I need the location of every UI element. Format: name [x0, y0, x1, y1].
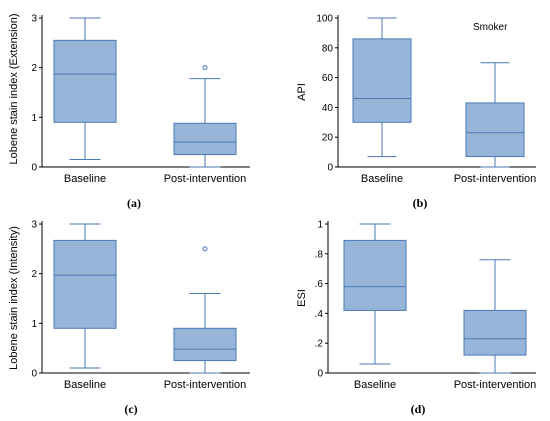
- panel-a-box: [53, 39, 117, 123]
- panel-a-category-label: Post-intervention: [164, 173, 247, 185]
- panel-d-box: [343, 239, 407, 311]
- panel-b-ytick-label: 40: [322, 103, 334, 114]
- panel-b-box: [352, 38, 412, 123]
- panel-a-label: (a): [127, 196, 141, 210]
- panel-a-ytick-label: 0: [31, 163, 37, 174]
- panel-d-ytick-label: 0: [317, 369, 323, 380]
- panel-a-ytick-label: 3: [31, 14, 37, 25]
- panel-b: 0 20 40 60 80 100 Baseline Post-intervention AP…: [296, 14, 536, 211]
- panel-d-ytick-label: .4: [315, 309, 324, 320]
- panel-b-category-label: Post-intervention: [454, 173, 537, 185]
- panel-c-category-label: Baseline: [64, 379, 106, 391]
- panel-c-box: [173, 327, 237, 362]
- panel-c-ylabel: Lobene stain index (Intensity): [8, 226, 20, 370]
- panel-d-ytick-label: .8: [315, 249, 324, 260]
- panel-b-label: (b): [413, 196, 428, 210]
- panel-c-outlier: [202, 246, 208, 252]
- panel-c-label: (c): [124, 402, 137, 416]
- panel-d-label: (d): [411, 402, 426, 416]
- panel-a: 0 1 2 3 Baseline Post-intervention Lobene sta…: [8, 13, 250, 210]
- panel-b-box: [465, 102, 525, 158]
- panel-a-ylabel: Lobene stain index (Extension): [8, 13, 20, 164]
- panel-b-annotation: Smoker: [473, 22, 508, 33]
- panel-a-category-label: Baseline: [64, 173, 106, 185]
- panel-c-ytick-label: 1: [31, 319, 37, 330]
- panel-b-ytick-label: 80: [322, 43, 334, 54]
- panel-c-ytick-label: 3: [31, 220, 37, 231]
- panel-b-category-label: Baseline: [361, 173, 403, 185]
- panel-d-ytick-label: .6: [315, 279, 324, 290]
- panel-b-ytick-label: 100: [316, 14, 333, 25]
- panel-a-outlier: [202, 65, 208, 71]
- panel-b-ytick-label: 0: [327, 163, 333, 174]
- panel-c-ytick-label: 0: [31, 369, 37, 380]
- panel-b-ylabel: API: [296, 83, 308, 101]
- panel-b-ytick-label: 60: [322, 73, 334, 84]
- panel-a-box: [173, 122, 237, 156]
- panel-d-box: [463, 309, 527, 356]
- panel-c-box: [53, 239, 117, 329]
- panel-c-ytick-label: 2: [31, 269, 37, 280]
- panel-d-category-label: Baseline: [354, 379, 396, 391]
- panel-a-ytick-label: 2: [31, 63, 37, 74]
- panel-b-ytick-label: 20: [322, 133, 334, 144]
- panel-c: 0 1 2 3 Baseline Post-intervention Lobene sta…: [8, 220, 250, 416]
- panel-d-category-label: Post-intervention: [454, 379, 537, 391]
- panel-d-ytick-label: 1: [317, 220, 323, 231]
- panel-c-category-label: Post-intervention: [164, 379, 247, 391]
- panel-a-ytick-label: 1: [31, 113, 37, 124]
- panel-d-ylabel: ESI: [296, 289, 308, 307]
- panel-d-ytick-label: .2: [315, 339, 324, 350]
